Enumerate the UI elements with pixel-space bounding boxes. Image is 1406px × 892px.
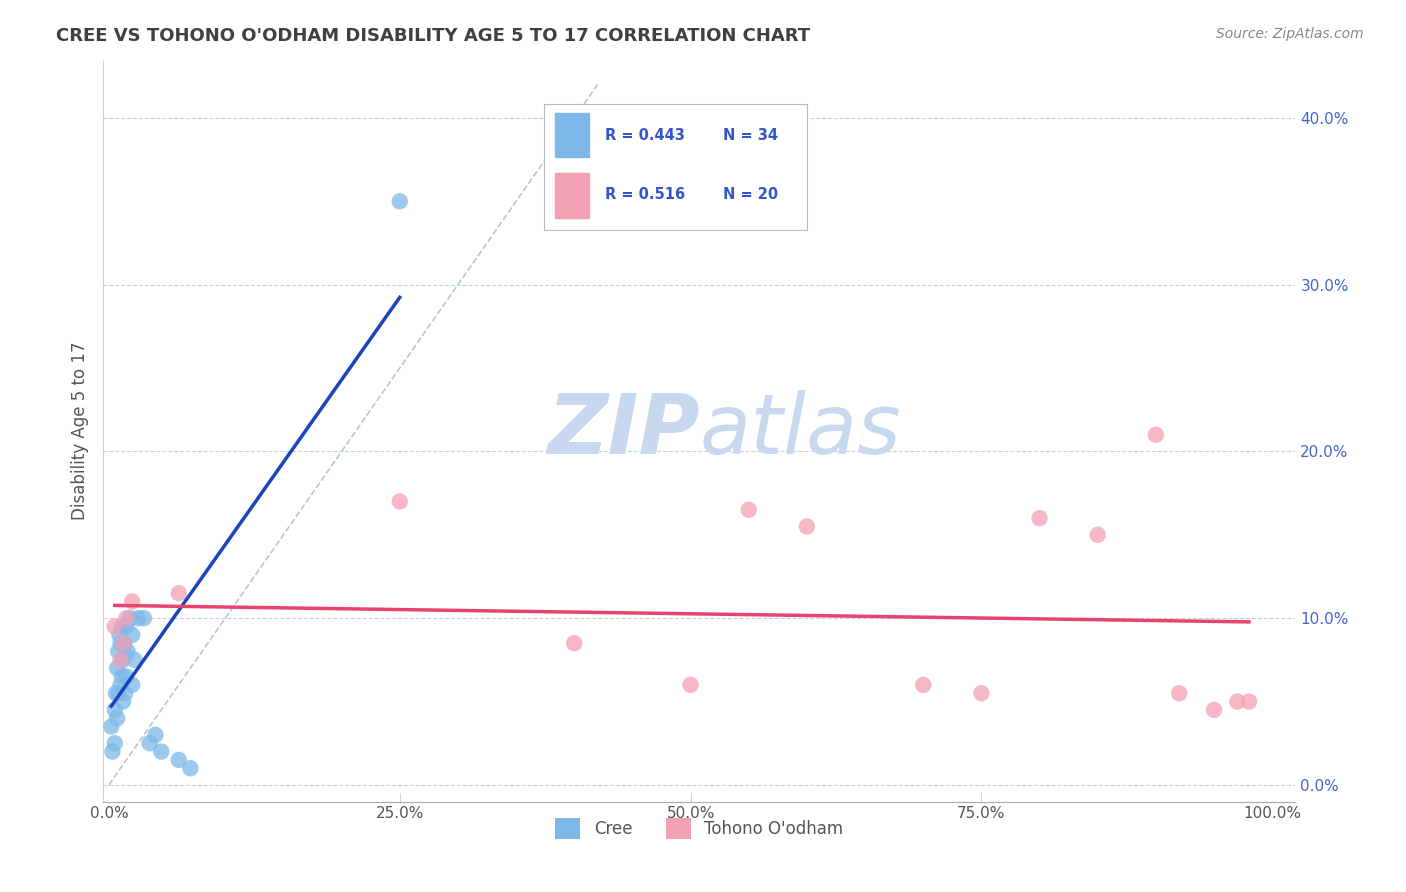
Point (114, 648, 136, 662)
Point (111, 653, 134, 667)
Point (117, 644, 139, 658)
Y-axis label: Disability Age 5 to 17: Disability Age 5 to 17 (72, 342, 89, 520)
Point (1087, 528, 1109, 542)
Text: atlas: atlas (699, 390, 901, 471)
Point (110, 636, 132, 650)
Point (1144, 427, 1167, 442)
Point (100, 720, 122, 734)
Point (104, 619, 127, 633)
Point (388, 494, 411, 508)
Point (110, 653, 132, 667)
Point (104, 736, 127, 750)
Point (108, 628, 131, 642)
Point (796, 519, 818, 533)
Point (1168, 686, 1191, 700)
Point (107, 686, 129, 700)
Point (562, 636, 585, 650)
Point (115, 611, 138, 625)
Point (1202, 703, 1225, 717)
Point (114, 686, 136, 700)
Point (112, 636, 135, 650)
Point (738, 503, 761, 517)
Point (110, 678, 132, 692)
Point (970, 686, 993, 700)
Point (1226, 694, 1249, 708)
Point (167, 586, 190, 600)
Point (388, 194, 411, 209)
Point (111, 636, 134, 650)
Point (912, 678, 935, 692)
Text: Source: ZipAtlas.com: Source: ZipAtlas.com (1216, 27, 1364, 41)
Point (105, 661, 128, 675)
Point (111, 619, 134, 633)
Point (1237, 694, 1260, 708)
Point (104, 703, 127, 717)
Point (121, 678, 143, 692)
Point (145, 728, 167, 742)
Point (105, 711, 128, 725)
Point (121, 628, 143, 642)
Text: CREE VS TOHONO O'ODHAM DISABILITY AGE 5 TO 17 CORRELATION CHART: CREE VS TOHONO O'ODHAM DISABILITY AGE 5 … (56, 27, 810, 45)
Point (115, 669, 138, 683)
Point (124, 653, 146, 667)
Point (111, 694, 134, 708)
Point (127, 611, 149, 625)
Point (107, 644, 129, 658)
Point (150, 745, 173, 759)
Legend: Cree, Tohono O'odham: Cree, Tohono O'odham (548, 812, 849, 846)
Point (101, 745, 124, 759)
Point (118, 611, 141, 625)
Point (179, 761, 201, 775)
Point (104, 686, 127, 700)
Point (1028, 511, 1050, 525)
Point (167, 753, 190, 767)
Point (115, 619, 138, 633)
Point (138, 736, 160, 750)
Point (679, 678, 702, 692)
Point (111, 669, 134, 683)
Text: ZIP: ZIP (547, 390, 699, 471)
Point (121, 594, 143, 608)
Point (132, 611, 155, 625)
